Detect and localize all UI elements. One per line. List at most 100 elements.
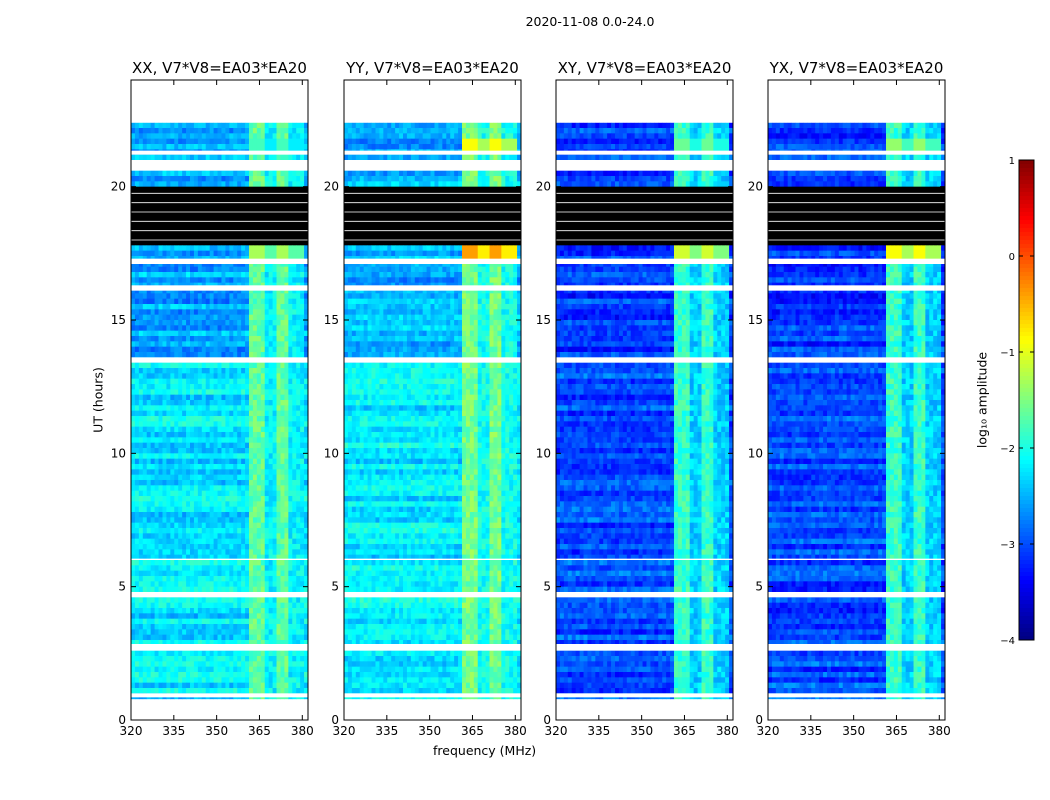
pixel (237, 672, 242, 678)
pixel (201, 250, 207, 257)
pixel (264, 346, 270, 353)
pixel (249, 608, 254, 614)
pixel (260, 176, 266, 182)
pixel (131, 442, 136, 449)
pixel (217, 304, 222, 310)
pixel (142, 624, 148, 630)
pixel (134, 373, 140, 380)
pixel (237, 453, 242, 460)
pixel (233, 682, 238, 689)
pixel (178, 517, 183, 524)
pixel (166, 133, 171, 140)
pixel (296, 581, 301, 588)
pixel (268, 565, 273, 572)
pixel (252, 138, 258, 145)
pixel (233, 517, 238, 524)
pixel (284, 416, 289, 422)
pixel (245, 666, 250, 673)
pixel (186, 389, 191, 396)
pixel (186, 330, 191, 337)
pixel (134, 432, 140, 438)
pixel (166, 144, 171, 150)
pixel (174, 325, 179, 332)
pixel (217, 666, 222, 673)
pixel (131, 309, 136, 316)
pixel (280, 464, 285, 470)
pixel (138, 352, 144, 358)
pixel (233, 421, 238, 428)
pixel (351, 154, 357, 161)
pixel (241, 586, 246, 593)
pixel (296, 650, 301, 657)
pixel (217, 501, 222, 508)
pixel (197, 405, 203, 412)
pixel (166, 480, 171, 486)
pixel (178, 464, 183, 470)
pixel (190, 522, 195, 529)
pixel (458, 176, 463, 182)
pixel (403, 170, 408, 177)
pixel (249, 325, 254, 332)
pixel (284, 629, 289, 636)
pixel (201, 309, 207, 316)
pixel (131, 640, 136, 646)
pixel (154, 133, 159, 140)
pixel (142, 661, 148, 668)
pixel (252, 368, 258, 374)
pixel (197, 128, 203, 134)
pixel (146, 586, 152, 593)
pixel (233, 661, 238, 668)
pixel (170, 309, 175, 316)
no-data-row (131, 229, 308, 236)
pixel (363, 122, 368, 129)
pixel (300, 538, 305, 545)
pixel (237, 517, 242, 524)
pixel (158, 448, 163, 454)
pixel (186, 245, 191, 252)
pixel (217, 133, 222, 140)
pixel (186, 352, 191, 358)
pixel (256, 362, 262, 369)
pixel (146, 474, 152, 481)
pixel (209, 336, 214, 342)
pixel (233, 245, 238, 252)
pixel (256, 490, 262, 497)
pixel (186, 538, 191, 545)
pixel (205, 517, 211, 524)
pixel (213, 138, 218, 145)
pixel (367, 170, 372, 177)
pixel (225, 624, 230, 630)
pixel (146, 426, 152, 433)
pixel (300, 437, 305, 444)
pixel (154, 602, 159, 609)
pixel (304, 330, 309, 337)
pixel (304, 682, 309, 689)
pixel (134, 378, 140, 385)
pixel (237, 250, 242, 257)
pixel (186, 128, 191, 134)
pixel (221, 496, 226, 502)
pixel (221, 533, 226, 540)
pixel (158, 138, 163, 145)
pixel (276, 384, 281, 390)
pixel (513, 144, 518, 150)
pixel (245, 453, 250, 460)
pixel (300, 341, 305, 348)
pixel (158, 368, 163, 374)
pixel (178, 602, 183, 609)
pixel (229, 661, 234, 668)
pixel (154, 416, 159, 422)
pixel (264, 437, 270, 444)
pixel (154, 442, 159, 449)
pixel (268, 677, 273, 684)
pixel (458, 170, 463, 177)
y-tick-label: 0 (118, 713, 126, 727)
pixel (292, 341, 297, 348)
pixel (268, 432, 273, 438)
pixel (193, 400, 199, 406)
pixel (284, 122, 289, 129)
pixel (367, 128, 372, 134)
pixel (134, 352, 140, 358)
pixel (284, 245, 289, 252)
pixel (209, 245, 214, 252)
